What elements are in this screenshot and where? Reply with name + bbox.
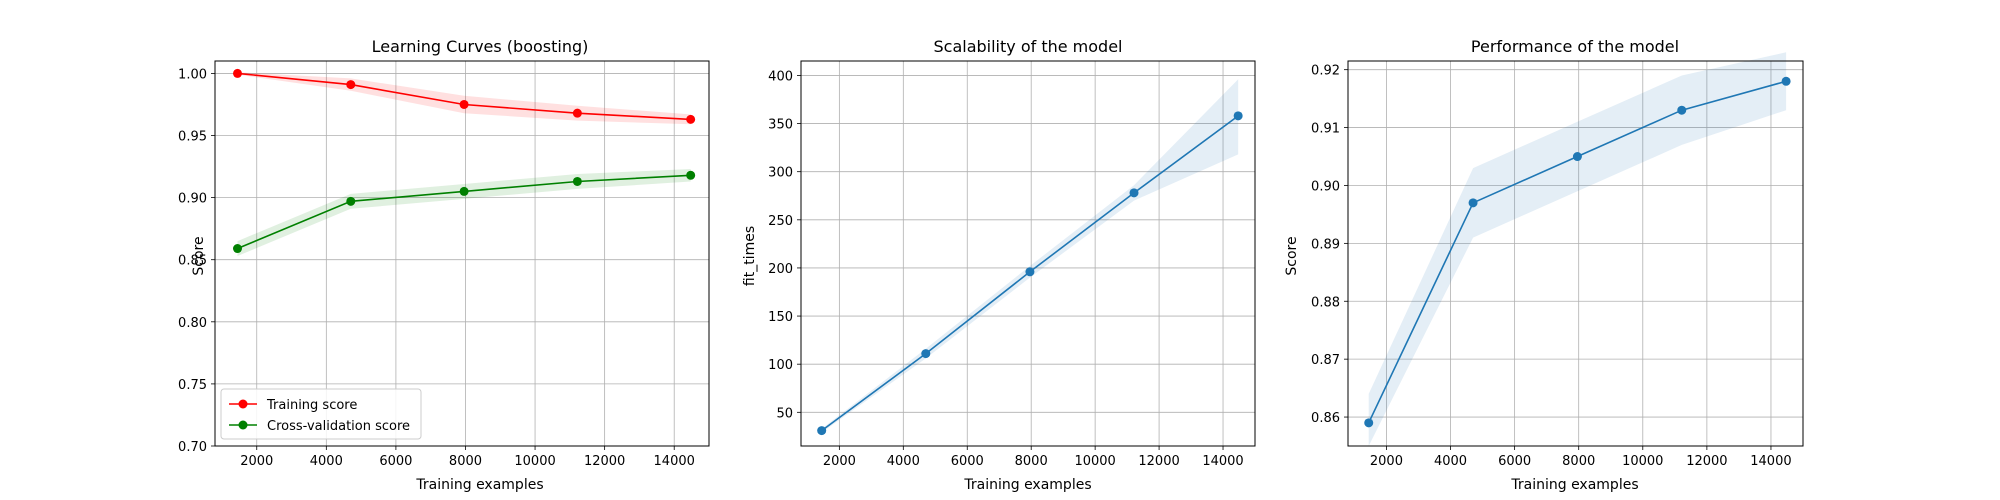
x-axis-label: Training examples — [415, 477, 543, 493]
x-tick-label: 4000 — [887, 454, 920, 469]
y-tick-label: 50 — [776, 406, 793, 421]
y-tick-label: 1.00 — [178, 67, 207, 82]
axes-frame — [214, 60, 710, 447]
y-tick-label: 0.75 — [178, 378, 207, 393]
x-axis-label: Training examples — [1510, 477, 1638, 493]
chart-learning-curves: Learning Curves (boosting) Training exam… — [178, 37, 710, 493]
chart-title: Scalability of the model — [934, 37, 1123, 56]
series-band — [237, 169, 691, 256]
y-tick-label: 100 — [768, 358, 793, 373]
legend-label: Cross-validation score — [267, 419, 410, 434]
x-tick-label: 12000 — [1686, 454, 1727, 469]
y-tick-label: 200 — [768, 262, 793, 277]
y-axis-label: fit_times — [742, 226, 758, 286]
x-tick-label: 10000 — [514, 454, 555, 469]
series-band — [821, 79, 1239, 433]
x-tick-label: 14000 — [1750, 454, 1791, 469]
data-point — [233, 244, 243, 254]
data-point — [921, 349, 931, 359]
data-point — [459, 99, 469, 109]
y-tick-label: 250 — [768, 214, 793, 229]
y-tick-label: 0.92 — [1311, 64, 1340, 79]
x-tick-label: 12000 — [584, 454, 625, 469]
data-point — [1025, 267, 1035, 277]
legend-box — [220, 388, 422, 440]
data-point — [1364, 418, 1374, 428]
data-point — [1233, 111, 1243, 121]
x-tick-label: 8000 — [1015, 454, 1048, 469]
x-tick-label: 10000 — [1622, 454, 1663, 469]
x-tick-label: 10000 — [1074, 454, 1115, 469]
y-tick-label: 0.88 — [1311, 295, 1340, 310]
data-point — [233, 68, 243, 78]
y-axis-label: Score — [191, 236, 207, 275]
data-point — [686, 170, 696, 180]
legend-marker — [238, 420, 248, 430]
data-point — [346, 196, 356, 206]
x-tick-label: 2000 — [240, 454, 273, 469]
data-point — [686, 114, 696, 124]
y-tick-label: 0.87 — [1311, 353, 1340, 368]
y-tick-label: 400 — [768, 69, 793, 84]
x-tick-label: 2000 — [823, 454, 856, 469]
y-tick-label: 150 — [768, 310, 793, 325]
data-point — [346, 80, 356, 90]
x-tick-label: 6000 — [1498, 454, 1531, 469]
x-tick-label: 8000 — [1562, 454, 1595, 469]
y-axis-label: Score — [1284, 236, 1300, 275]
x-tick-label: 4000 — [310, 454, 343, 469]
data-point — [1677, 105, 1687, 115]
y-tick-label: 0.89 — [1311, 237, 1340, 252]
data-point — [1781, 76, 1791, 86]
y-tick-label: 0.80 — [178, 316, 207, 331]
chart-title: Performance of the model — [1471, 37, 1679, 56]
axes-frame — [800, 60, 1256, 447]
chart-scalability: Scalability of the model Training exampl… — [742, 37, 1256, 493]
x-tick-label: 4000 — [1434, 454, 1467, 469]
x-tick-label: 6000 — [951, 454, 984, 469]
y-tick-label: 0.95 — [178, 130, 207, 145]
chart-performance: Performance of the model Training exampl… — [1284, 37, 1804, 493]
y-tick-label: 0.86 — [1311, 411, 1340, 426]
data-point — [1572, 152, 1582, 162]
x-tick-label: 2000 — [1370, 454, 1403, 469]
y-tick-label: 0.70 — [178, 440, 207, 455]
y-tick-label: 300 — [768, 166, 793, 181]
x-tick-label: 14000 — [1202, 454, 1243, 469]
x-tick-label: 6000 — [379, 454, 412, 469]
axes-frame — [1347, 60, 1804, 447]
data-point — [1468, 198, 1478, 208]
data-point — [817, 426, 827, 436]
y-tick-label: 0.90 — [178, 192, 207, 207]
y-tick-label: 0.90 — [1311, 179, 1340, 194]
x-tick-label: 8000 — [449, 454, 482, 469]
data-point — [459, 186, 469, 196]
x-tick-label: 14000 — [654, 454, 695, 469]
x-axis-label: Training examples — [963, 477, 1091, 493]
legend-marker — [238, 399, 248, 409]
data-point — [1129, 188, 1139, 198]
series-band — [1368, 52, 1787, 447]
y-tick-label: 0.91 — [1311, 122, 1340, 137]
data-point — [572, 176, 582, 186]
y-tick-label: 350 — [768, 118, 793, 133]
data-point — [572, 108, 582, 118]
y-tick-label: 0.85 — [178, 254, 207, 269]
chart-title: Learning Curves (boosting) — [372, 37, 589, 56]
legend: Training score Cross-validation score — [220, 388, 422, 440]
legend-label: Training score — [266, 398, 357, 413]
x-tick-label: 12000 — [1138, 454, 1179, 469]
